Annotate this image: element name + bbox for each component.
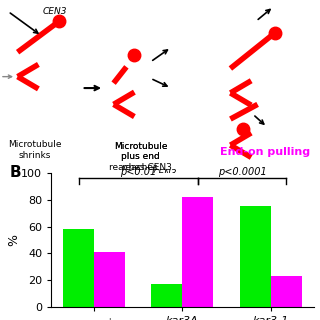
Y-axis label: %: % [7,234,20,246]
Text: Microtubule
shrinks: Microtubule shrinks [8,140,62,160]
Bar [151,284,182,307]
Text: End-on pulling: End-on pulling [220,147,310,156]
Bar [63,229,94,307]
Text: p<0.0001: p<0.0001 [218,167,267,177]
Text: p<0.01: p<0.01 [120,167,156,177]
Text: B: B [10,165,21,180]
Bar [271,276,302,307]
Text: Microtubule
plus end
reaches: Microtubule plus end reaches [114,142,168,172]
Bar [240,206,271,307]
Text: Microtubule
plus end
reaches CEN3: Microtubule plus end reaches CEN3 [109,142,172,172]
Text: CEN3: CEN3 [153,169,178,178]
Bar [94,252,125,307]
Bar [182,197,213,307]
Text: CEN3: CEN3 [42,7,67,16]
